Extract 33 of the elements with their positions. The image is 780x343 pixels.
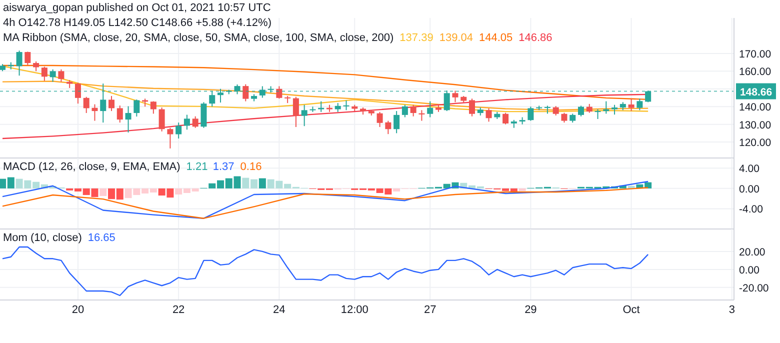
annotation: 16.65 (88, 232, 116, 244)
annotation: 146.86 (518, 32, 552, 44)
y-tick-label: -20.00 (739, 282, 769, 294)
annotation: 144.05 (478, 32, 513, 44)
y-tick-label: 4.00 (739, 163, 760, 176)
y-tick-label: 140.00 (739, 102, 772, 114)
y-tick-label: -4.00 (739, 204, 764, 216)
annotation: 0.16 (240, 161, 262, 173)
annotation: 1.21 (186, 161, 208, 173)
annotation: 137.39 (400, 32, 434, 44)
annotation: 139.04 (439, 32, 473, 44)
annotation: 1.37 (212, 161, 234, 173)
y-tick-label: 20.00 (739, 246, 766, 258)
y-tick-label: 0.00 (739, 264, 760, 276)
ref-line-label: 148.66 (740, 86, 772, 98)
x-tick-label: 22 (172, 304, 185, 316)
chart-title: aiswarya_gopan published on Oct 01, 2021 10:57 UTC (3, 2, 271, 14)
y-tick-label: 130.00 (739, 119, 772, 132)
annotation: MA Ribbon (SMA, close, 20, SMA, close, 50, SMA, close, 100, SMA, close, 200) (3, 32, 394, 44)
x-tick-label: Oct (622, 304, 640, 316)
y-tick-label: 0.00 (739, 183, 760, 196)
y-tick-label: 160.00 (739, 66, 772, 78)
x-tick-label: 29 (524, 304, 537, 316)
x-tick-label: 27 (424, 304, 436, 316)
annotation: MACD (12, 26, close, 9, EMA, EMA) (3, 161, 180, 173)
annotation: Mom (10, close) (3, 232, 82, 244)
x-tick-label: 24 (273, 304, 286, 316)
x-tick-label: 20 (72, 304, 84, 316)
x-tick-label: 12:00 (340, 304, 368, 316)
chart-subtitle: 4h O142.78 H149.05 L142.50 C148.66 +5.88 (+4.12%) (3, 17, 272, 29)
x-tick-label: 3 (728, 304, 735, 316)
y-tick-label: 170.00 (739, 48, 772, 60)
y-tick-label: 120.00 (739, 137, 772, 150)
